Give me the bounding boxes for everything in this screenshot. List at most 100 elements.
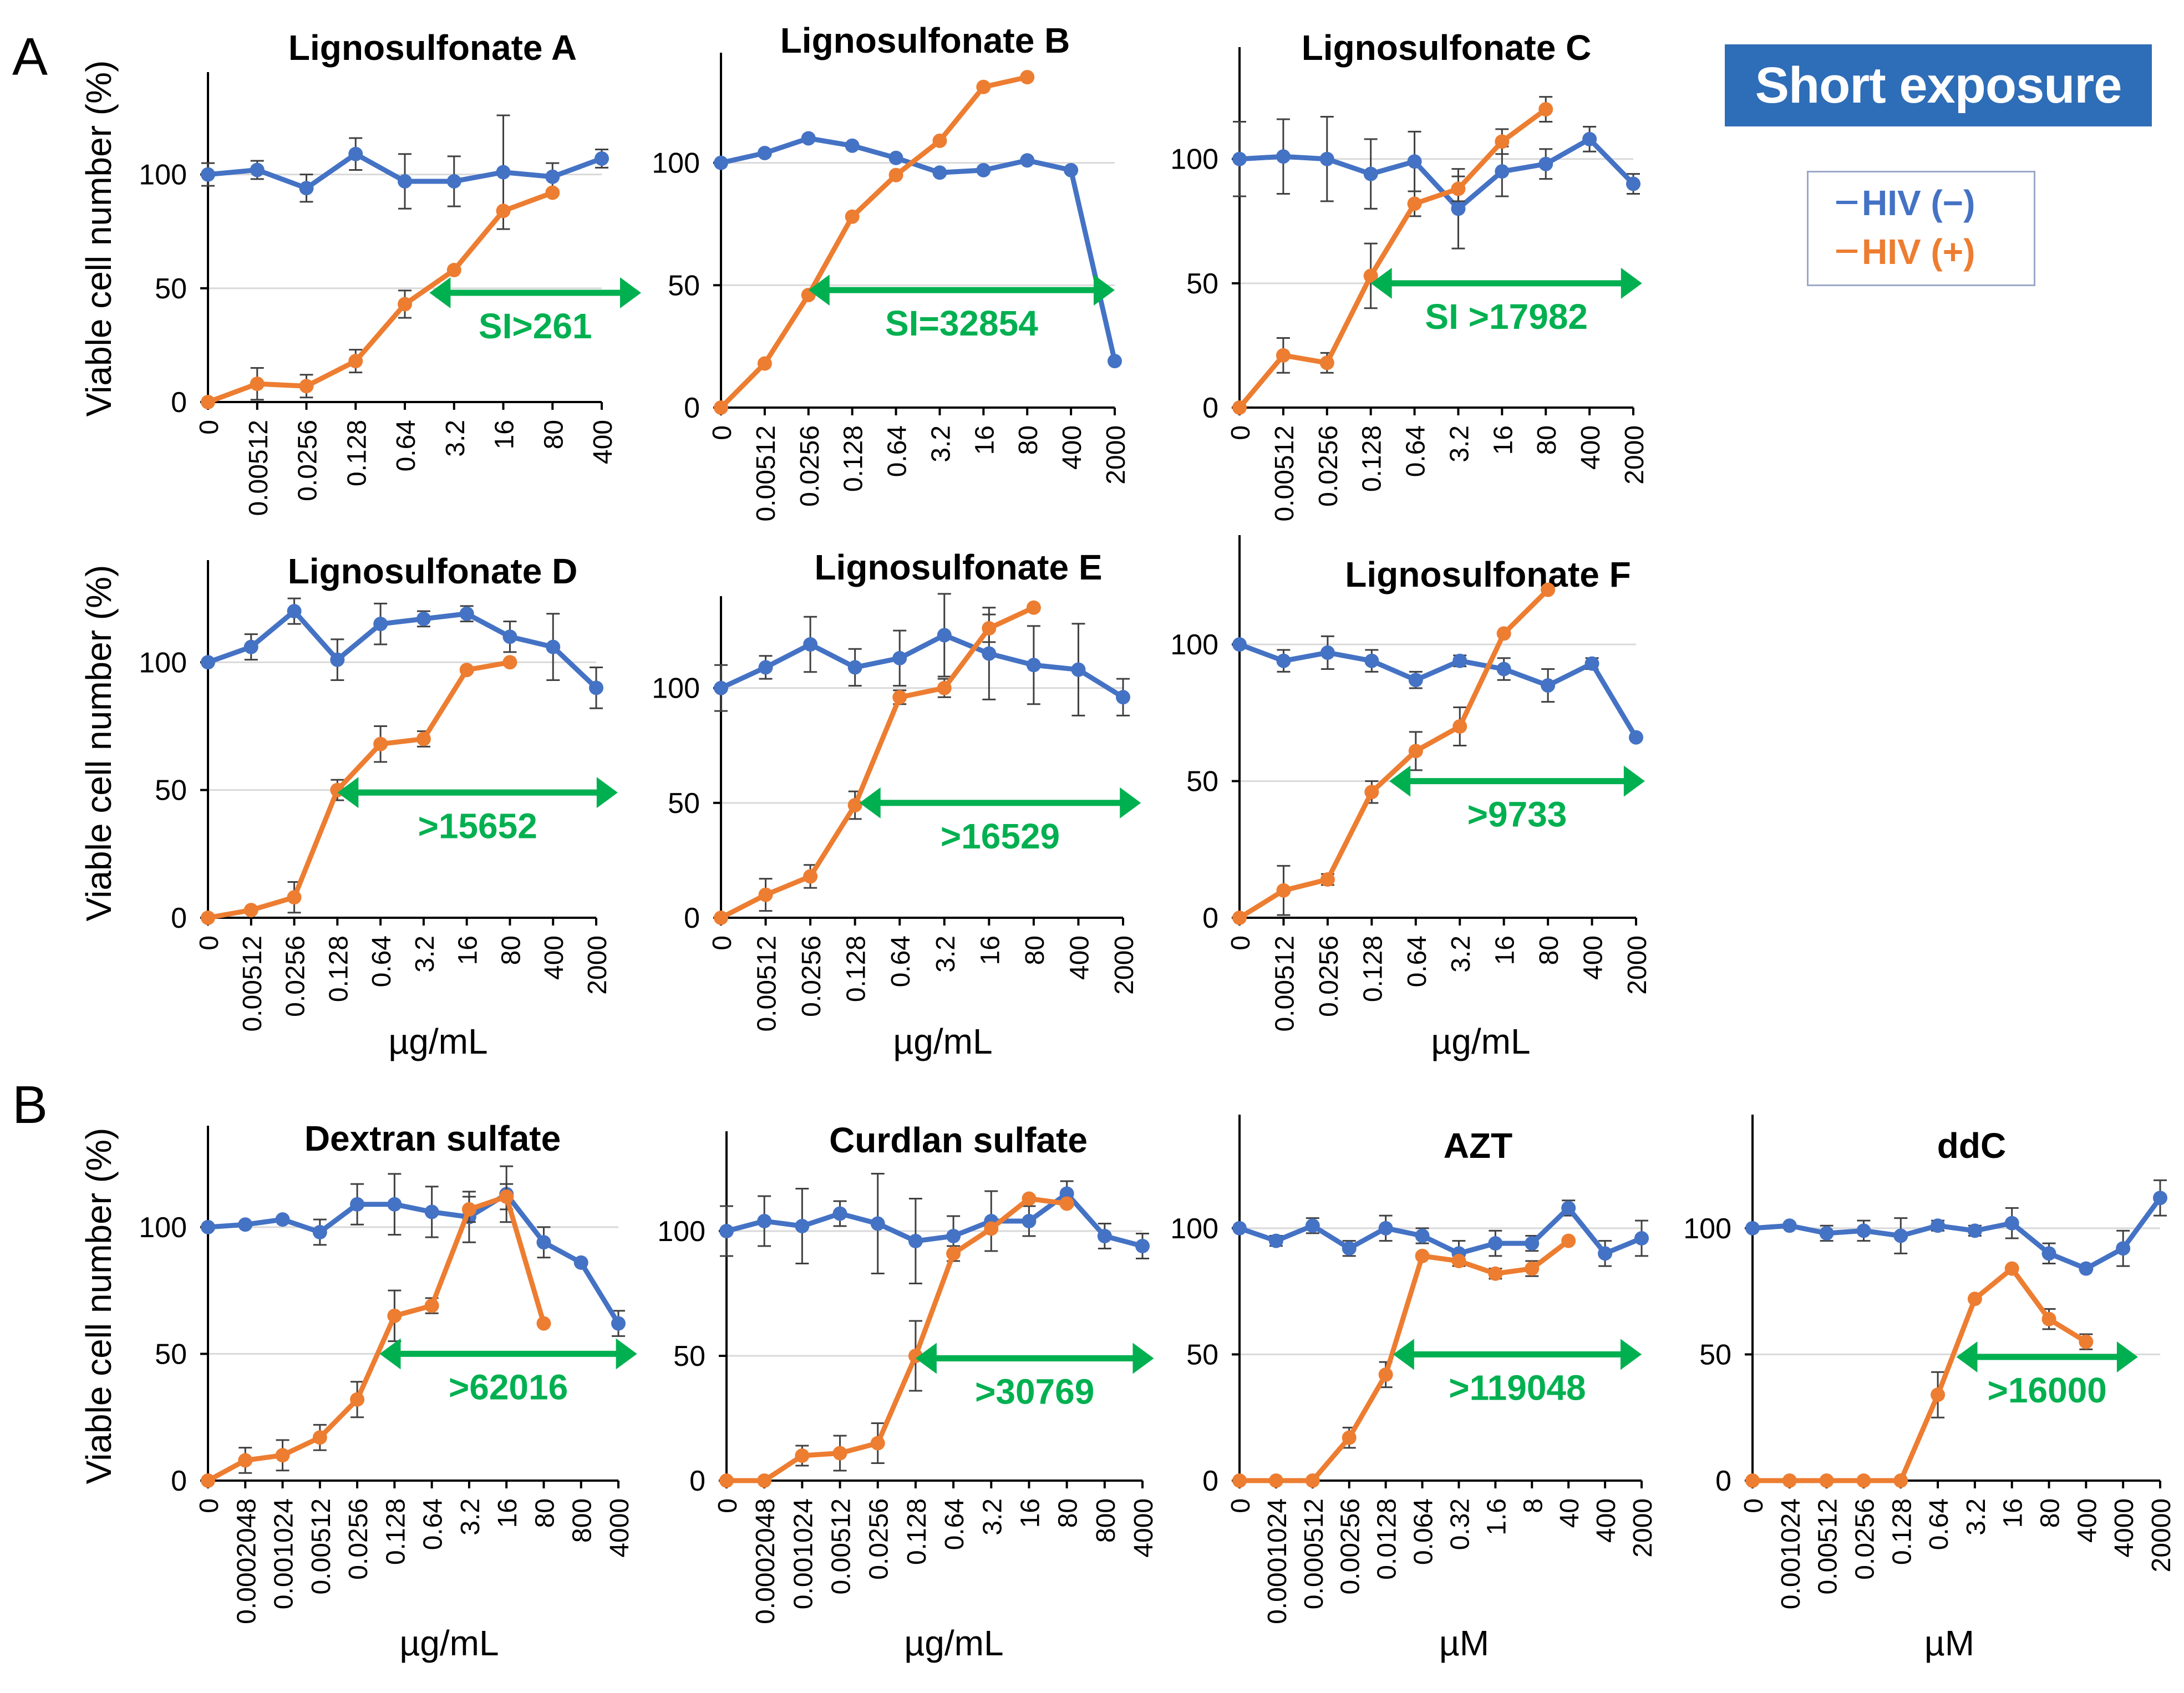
data-point	[499, 1189, 514, 1204]
data-point	[350, 1197, 365, 1212]
data-point	[801, 131, 816, 146]
data-point	[1064, 162, 1079, 177]
data-point	[1059, 1186, 1074, 1201]
data-point	[1931, 1387, 1946, 1402]
x-tick-label: 0.0256	[344, 1498, 373, 1580]
chart-title: Lignosulfonate A	[288, 28, 577, 68]
data-point	[1232, 400, 1247, 415]
x-tick-label: 16	[493, 1498, 522, 1528]
y-tick-label: 100	[1170, 629, 1218, 661]
legend-swatch-hiv-neg	[1836, 201, 1857, 205]
data-point	[299, 181, 314, 196]
legend-swatch-hiv-pos	[1836, 250, 1857, 253]
data-point	[1342, 1241, 1357, 1256]
x-tick-label: 0.00512	[238, 936, 267, 1032]
series-hiv-pos	[201, 655, 517, 925]
data-point	[348, 146, 363, 161]
x-axis-label: µg/mL	[1431, 1021, 1530, 1061]
data-point	[502, 629, 517, 644]
data-point	[847, 798, 862, 812]
x-tick-label: 0.128	[1358, 936, 1388, 1002]
x-tick-label: 400	[540, 936, 569, 980]
x-tick-label: 0.0256	[797, 936, 826, 1017]
data-point	[387, 1308, 402, 1323]
si-arrow: >16000	[1956, 1341, 2138, 1410]
x-tick-label: 0	[195, 1498, 224, 1513]
x-tick-label: 0.128	[1358, 425, 1387, 492]
data-point	[1232, 637, 1247, 652]
data-point	[1071, 662, 1086, 677]
data-point	[1634, 1231, 1649, 1246]
series-line	[207, 1191, 621, 1325]
data-point	[1408, 673, 1423, 688]
data-point	[1451, 1254, 1466, 1268]
si-arrow-head-right	[1094, 274, 1115, 306]
x-tick-label: 0.064	[1409, 1498, 1439, 1565]
data-point	[795, 1219, 810, 1233]
chart-5: 0 50 100 0 0.00512 0.0256 0.128 0.64 3.2 16 80 400 2…	[652, 547, 1141, 1061]
data-point	[757, 356, 772, 371]
data-point	[1320, 645, 1335, 660]
x-tick-label: 80	[496, 936, 526, 965]
series-hiv-pos	[201, 185, 560, 409]
si-arrow-head-right	[1132, 1343, 1154, 1374]
x-tick-label: 2000	[1110, 936, 1139, 995]
data-point	[424, 1298, 439, 1313]
data-point	[1819, 1226, 1834, 1240]
data-point	[1305, 1473, 1320, 1488]
y-tick-label: 0	[171, 387, 187, 419]
data-point	[238, 1453, 253, 1468]
data-point	[201, 395, 215, 409]
x-tick-label: 0	[195, 936, 224, 950]
y-tick-label: 50	[668, 787, 700, 820]
data-point	[803, 637, 818, 652]
y-tick-label: 50	[1699, 1339, 1731, 1371]
si-arrow: >119048	[1393, 1339, 1642, 1407]
y-tick-label: 50	[1186, 268, 1218, 300]
data-point	[1116, 690, 1130, 705]
chart-title: Lignosulfonate C	[1302, 28, 1592, 68]
data-point	[1378, 1367, 1393, 1382]
y-tick-label: 100	[139, 647, 187, 679]
x-tick-label: 0.0002048	[232, 1498, 261, 1624]
x-tick-label: 80	[1532, 425, 1562, 455]
si-arrow-head-right	[1623, 765, 1645, 797]
x-tick-label: 0.00512	[827, 1498, 856, 1595]
data-point	[1598, 1246, 1613, 1261]
y-tick-label: 0	[684, 392, 700, 424]
y-tick-label: 0	[1202, 1465, 1218, 1497]
si-label: >15652	[418, 806, 537, 846]
data-point	[1276, 653, 1291, 668]
data-point	[201, 911, 215, 925]
x-axis-label: µg/mL	[399, 1623, 499, 1663]
data-point	[589, 680, 603, 695]
data-point	[275, 1212, 290, 1227]
x-tick-label: 0.128	[342, 420, 372, 486]
x-tick-label: 400	[1579, 936, 1608, 980]
si-label: SI >17982	[1425, 297, 1588, 337]
series-line	[719, 74, 1028, 410]
x-tick-label: 16	[1999, 1498, 2028, 1528]
data-point	[595, 151, 609, 166]
x-tick-label: 80	[539, 420, 568, 449]
y-tick-label: 0	[684, 902, 700, 934]
data-point	[714, 400, 728, 415]
x-tick-label: 0.128	[324, 936, 353, 1002]
series-hiv-neg	[719, 1173, 1150, 1284]
x-tick-label: 400	[1592, 1498, 1621, 1543]
data-point	[976, 162, 991, 177]
x-tick-label: 400	[588, 420, 618, 464]
si-label: >16529	[941, 816, 1060, 856]
series-line	[727, 1196, 1068, 1483]
data-point	[1415, 1228, 1430, 1243]
data-point	[1561, 1201, 1576, 1216]
data-point	[1364, 653, 1379, 668]
x-tick-label: 16	[1491, 936, 1520, 965]
si-label: >119048	[1449, 1367, 1586, 1407]
x-tick-label: 20000	[2147, 1498, 2176, 1572]
data-point	[2041, 1246, 2056, 1261]
x-tick-label: 4000	[605, 1498, 634, 1558]
data-point	[1364, 785, 1379, 800]
data-point	[373, 617, 388, 632]
data-point	[1745, 1473, 1760, 1488]
